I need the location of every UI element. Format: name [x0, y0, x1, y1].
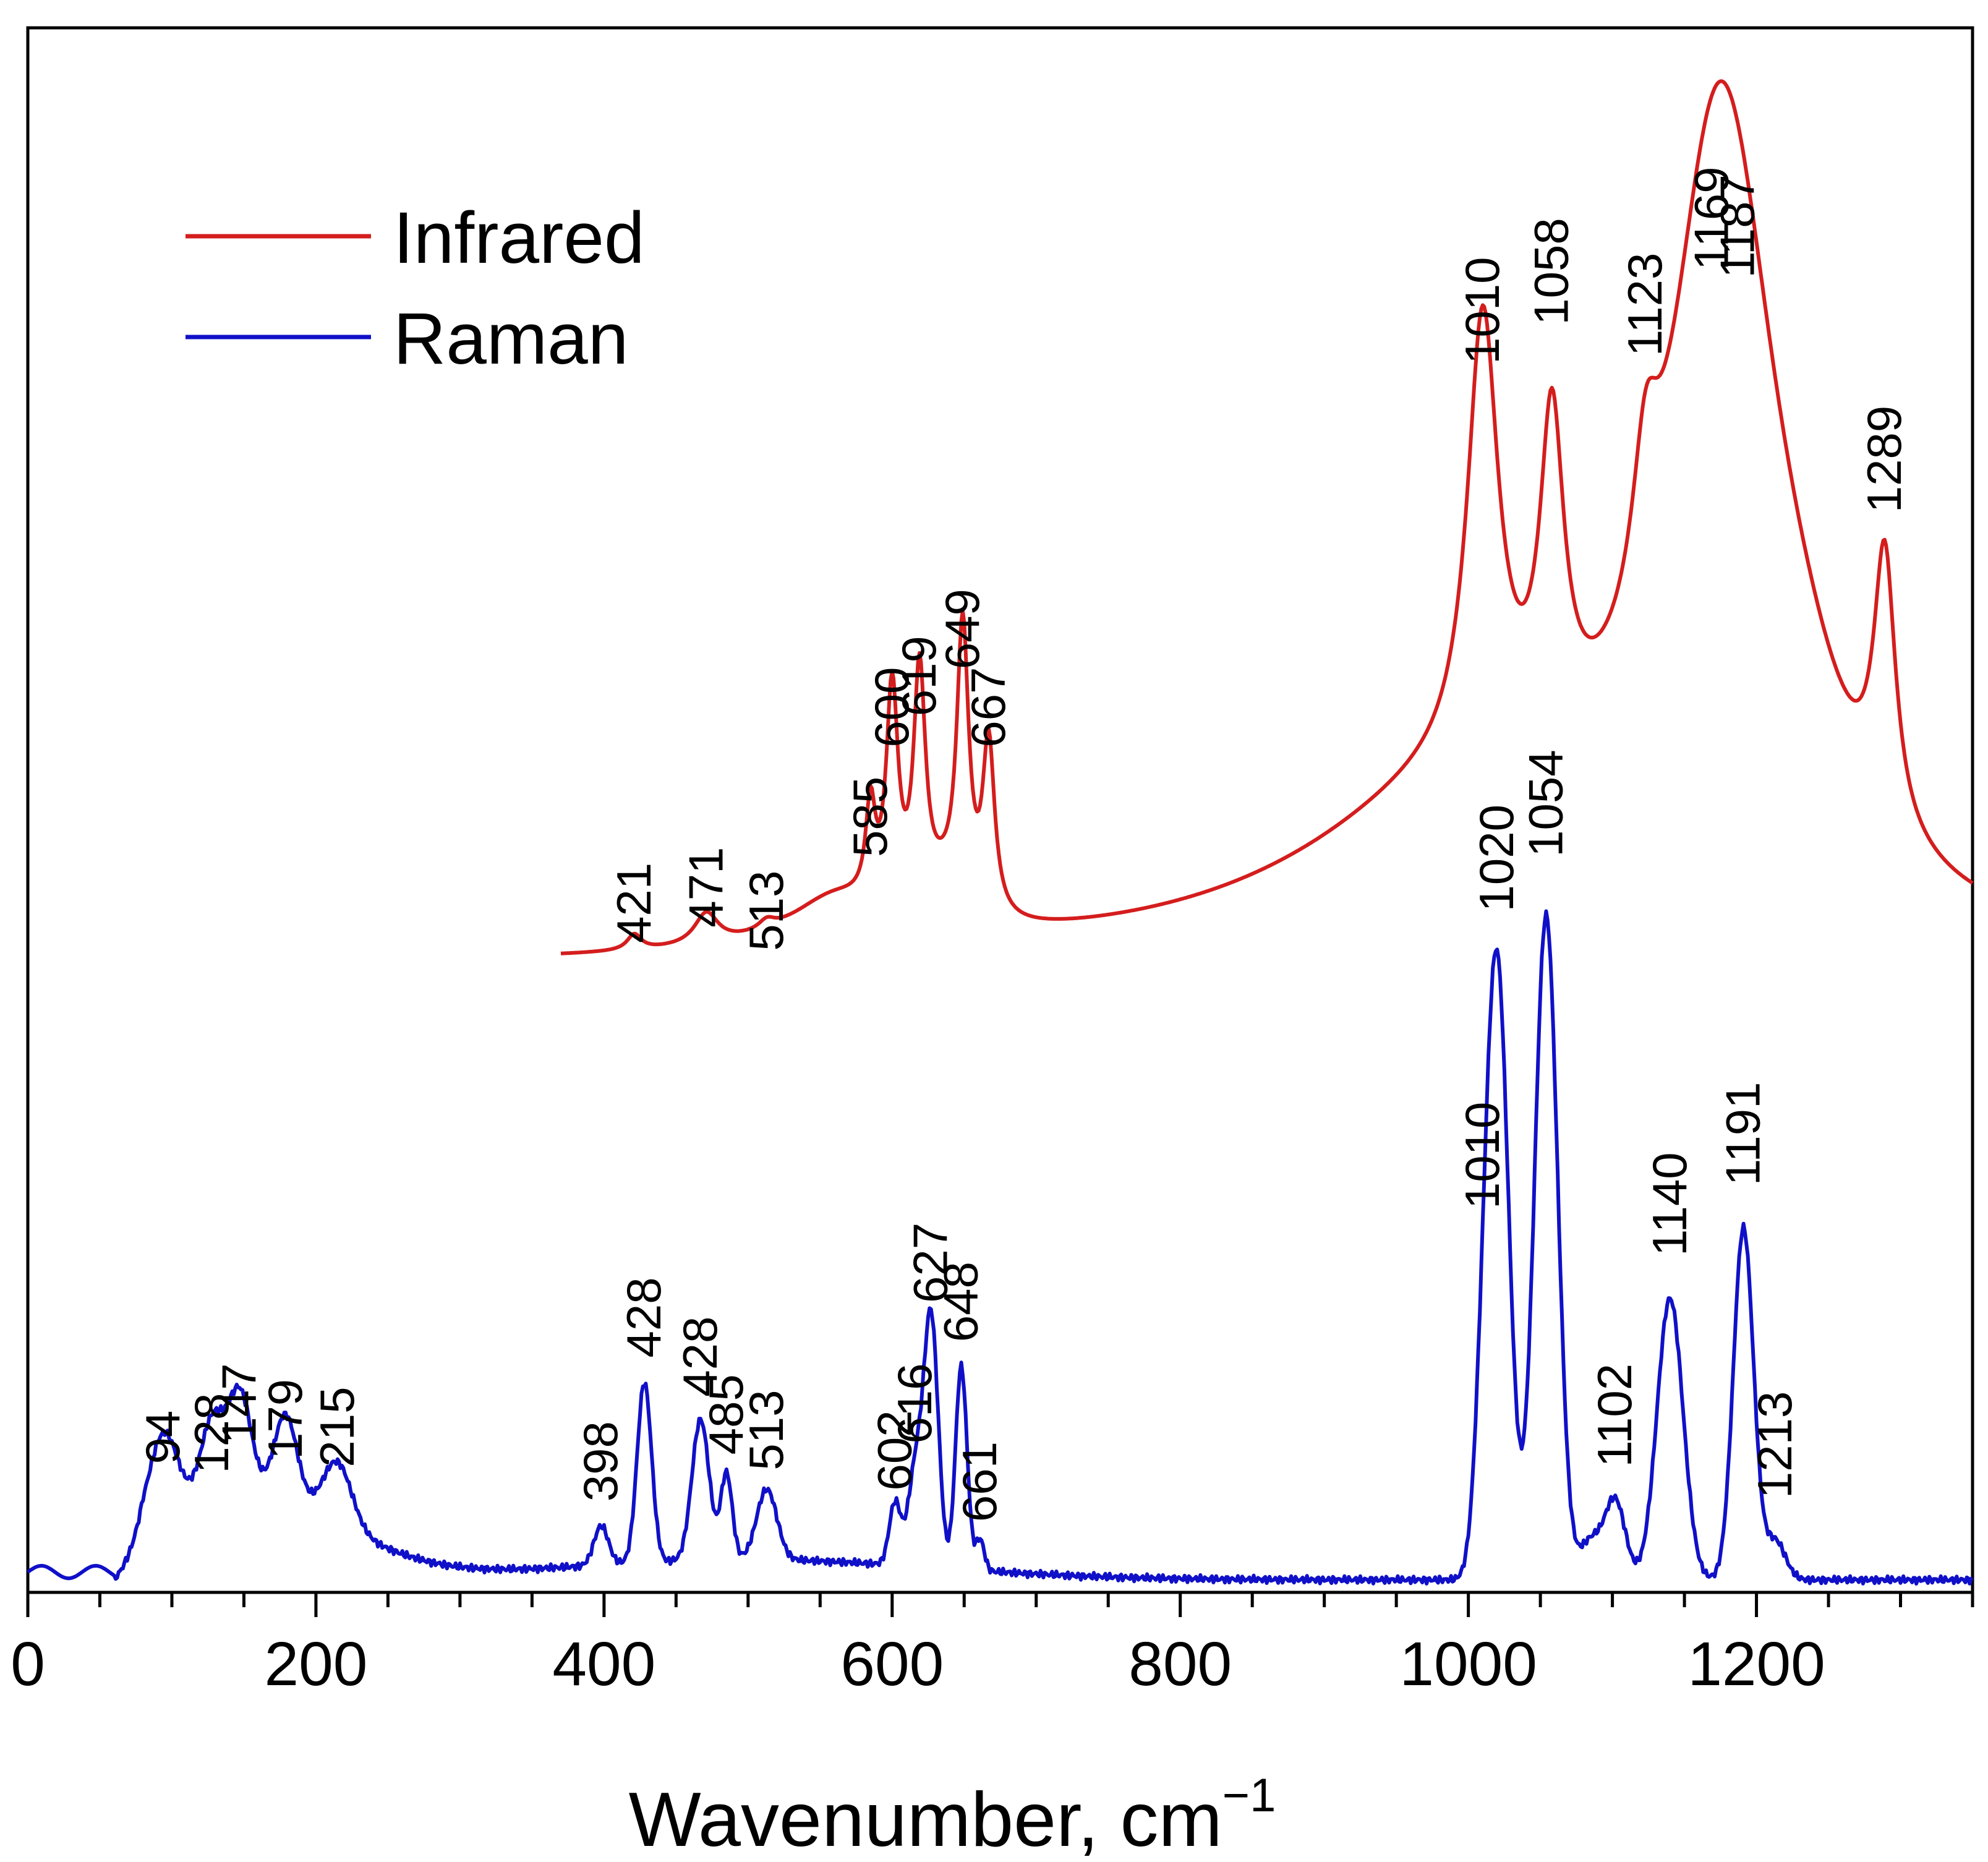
peak-label: 1058	[1524, 218, 1579, 325]
plot-area	[26, 26, 1974, 1594]
x-axis-title-text: Wavenumber, cm	[629, 1777, 1222, 1862]
peak-label: 616	[887, 1364, 942, 1444]
peak-label: 1102	[1587, 1364, 1642, 1467]
series-line-infrared	[560, 79, 1974, 955]
peak-label: 398	[573, 1421, 628, 1501]
peak-label: 1289	[1857, 406, 1911, 513]
peak-label: 94	[135, 1411, 190, 1464]
peak-label: 585	[843, 777, 897, 857]
peak-label: 428	[673, 1317, 727, 1397]
peak-label: 649	[935, 589, 989, 669]
x-axis-title-superscript: −1	[1222, 1769, 1276, 1822]
peak-label: 648	[934, 1262, 988, 1342]
peak-label: 179	[258, 1379, 312, 1459]
legend: Infrared Raman	[186, 197, 645, 380]
legend-label-infrared: Infrared	[393, 197, 645, 279]
x-tick-label: 1200	[1687, 1629, 1825, 1699]
peak-label: 147	[211, 1364, 266, 1444]
x-tick-label: 0	[11, 1629, 45, 1699]
peak-label: 471	[678, 847, 733, 928]
peak-label: 215	[310, 1386, 364, 1467]
peak-label: 1140	[1642, 1152, 1697, 1256]
peak-label: 421	[607, 863, 661, 943]
legend-label-raman: Raman	[393, 298, 628, 380]
peak-label: 1187	[1710, 174, 1764, 278]
plot-frame	[26, 26, 1974, 1594]
series-line-raman	[27, 909, 1974, 1586]
peak-label: 428	[616, 1277, 671, 1357]
peak-label: 1020	[1469, 805, 1524, 912]
peak-label: 1010	[1455, 1102, 1509, 1210]
peak-label: 513	[739, 1390, 793, 1471]
peak-label: 667	[961, 667, 1015, 748]
peak-label: 128	[184, 1393, 239, 1474]
peak-label: 602	[867, 1410, 921, 1490]
peak-label: 513	[739, 871, 793, 951]
peak-label: 627	[903, 1223, 958, 1303]
peak-label: 485	[699, 1374, 753, 1454]
peak-label: 600	[864, 667, 919, 748]
peak-label: 661	[952, 1441, 1007, 1522]
x-tick-label: 1000	[1399, 1629, 1537, 1699]
peak-label: 1010	[1455, 257, 1509, 364]
peak-label: 1191	[1716, 1082, 1770, 1185]
x-tick-label: 600	[840, 1629, 944, 1699]
peak-label: 1054	[1518, 749, 1572, 857]
peak-label: 1169	[1684, 166, 1738, 270]
x-axis: 0 200 400 600 800 1000 1200	[11, 1592, 1974, 1699]
x-tick-label: 200	[264, 1629, 367, 1699]
peak-label: 1213	[1747, 1391, 1802, 1499]
x-axis-title: Wavenumber, cm−1	[629, 1769, 1276, 1862]
peak-label: 1123	[1618, 253, 1672, 357]
peak-label: 619	[892, 636, 946, 716]
x-tick-label: 400	[552, 1629, 655, 1699]
spectrum-curves	[27, 79, 1974, 1586]
x-tick-label: 800	[1128, 1629, 1232, 1699]
